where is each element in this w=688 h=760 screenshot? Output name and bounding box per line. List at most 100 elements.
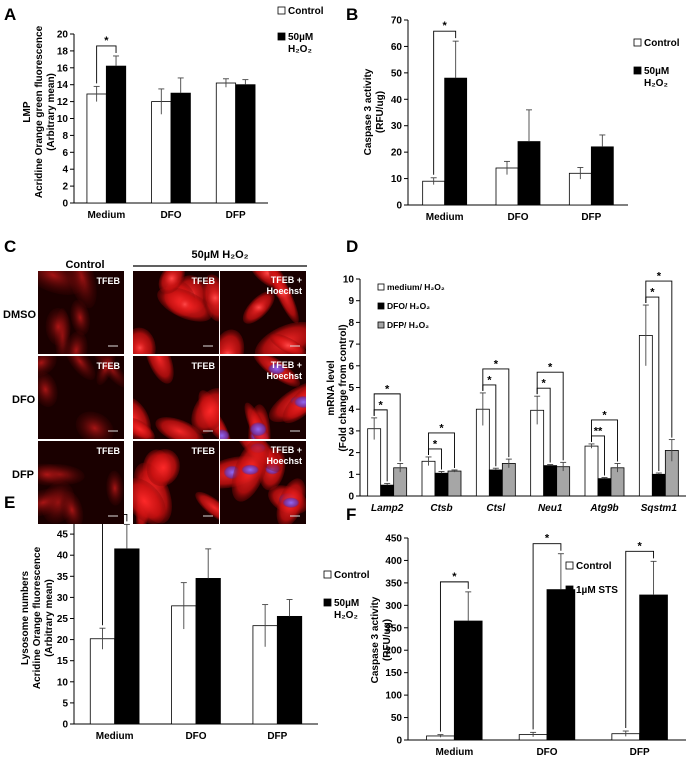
chart-panel-a: 0 2 4 6 8 10 12 14 16 18 20 LMP Acridine Orange gree… [22,6,324,221]
y-tick-label: 30 [57,593,69,604]
legend-swatch [377,302,385,310]
x-category-label: DFO [185,731,206,742]
legend-label: Control [334,570,370,581]
cell-body [133,478,166,524]
micrograph-content [133,271,219,354]
significance-bracket [645,280,673,438]
y-axis-label: Acridine Orange green fluorescence [34,25,45,198]
bar [590,146,614,206]
x-category-label: Atg9b [589,503,618,514]
bar [151,101,172,204]
y-tick-label: 0 [348,492,354,503]
legend-label-line: H₂O₂ [334,610,358,621]
cell-body [38,488,67,517]
x-category-label: DFO [507,212,528,223]
y-tick-label: 400 [385,556,402,567]
cell-body [64,356,96,381]
y-tick-label: 4 [348,405,354,416]
cell-body [45,307,71,346]
y-tick-label: 450 [385,534,402,545]
legend-label-line: H₂O₂ [644,78,668,89]
y-axis-label: (Arbitrary mean) [44,579,55,657]
significance-bracket [536,371,564,461]
bar [444,77,468,206]
micrograph-tile: TFEB [38,356,124,439]
micrograph-caption: TFEB [192,276,216,286]
micrograph-tile: TFEB + Hoechst [220,441,306,524]
significance-label: * [452,571,457,583]
cell-body [64,331,88,354]
x-category-label: DFP [267,731,287,742]
micrograph-caption-line: Hoechst [266,286,302,296]
significance-bracket [373,393,401,462]
y-tick-label: 14 [57,80,69,91]
x-category-label: Sqstm1 [641,503,678,514]
legend-label: DFP/ H₂O₂ [387,320,429,330]
y-tick-label: 4 [62,165,68,176]
micrograph-caption-line: TFEB + [271,275,302,285]
microscopy-panel-c: Control 50µM H₂O₂ DMSO DFO DFP TFEB TFEB T… [3,249,307,524]
y-tick-label: 6 [62,148,68,159]
bar [215,82,237,204]
x-category-label: DFP [630,747,650,758]
bar [89,638,116,725]
micrograph-caption: TFEB [97,276,121,286]
legend-swatch [565,561,574,570]
significance-bracket [433,30,457,175]
bar [447,470,462,497]
micrograph-caption: TFEB [192,361,216,371]
bar [584,445,599,497]
micrograph-tile: TFEB + Hoechst [220,271,306,354]
cell-body [60,491,84,524]
y-tick-label: 60 [391,42,403,53]
bar [488,469,503,497]
significance-label: * [545,533,550,545]
legend-label-line: 50µM [644,66,669,77]
panel-letter-b: B [346,5,358,24]
y-axis-label: (RFU/ug) [382,619,393,661]
x-category-label: DFO [160,210,181,221]
legend-label: 1µM STS [576,585,618,596]
legend-label: 50µM H₂O₂ [334,598,359,621]
bar [453,620,483,741]
y-tick-label: 20 [57,635,69,646]
legend-label: Control [288,6,324,17]
bar [114,548,140,725]
y-tick-label: 350 [385,578,402,589]
y-tick-label: 200 [385,646,402,657]
cell-body [144,356,174,384]
bar [380,484,395,497]
y-tick-label: 250 [385,623,402,634]
legend-swatch [277,32,286,41]
cell-nucleus [282,497,300,508]
micrograph-caption: TFEB + Hoechst [266,360,302,381]
y-tick-label: 50 [391,713,403,724]
bar [170,92,191,204]
legend-swatch [377,321,385,329]
bar [556,466,571,497]
micrograph-content [133,356,219,439]
bar [501,463,516,497]
legend-swatch [323,570,332,579]
panel-letter-a: A [4,5,16,24]
significance-label: * [657,271,662,283]
cell-body [38,271,85,295]
significance-bracket [591,419,618,462]
y-tick-label: 5 [348,383,354,394]
y-tick-label: 7 [348,340,354,351]
micrograph-caption: TFEB + Hoechst [266,445,302,466]
significance-bracket [625,550,655,729]
y-tick-label: 70 [391,16,403,27]
y-tick-label: 0 [62,199,68,210]
bar [421,460,436,497]
y-tick-label: 0 [396,736,402,747]
significance-label: * [548,362,553,374]
y-tick-label: 8 [348,318,354,329]
y-tick-label: 10 [391,174,403,185]
x-category-label: DFP [581,212,601,223]
y-tick-label: 1 [348,470,354,481]
legend-label: Control [576,561,612,572]
cell-body [38,463,67,486]
cell-body [195,491,219,524]
row-label-dfo: DFO [12,394,36,406]
